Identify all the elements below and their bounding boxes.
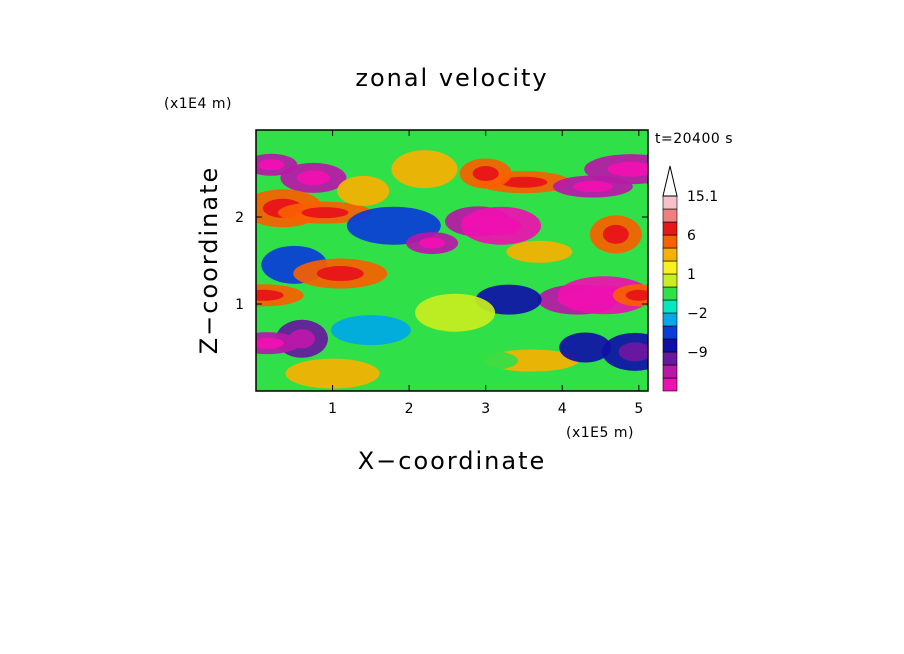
x-tick-label: 4 <box>558 401 567 417</box>
colorbar-segment <box>662 325 678 340</box>
plot-frame <box>255 129 649 392</box>
field-blob-core <box>602 224 629 244</box>
x-axis-unit: (x1E5 m) <box>566 425 634 441</box>
colorbar-segment <box>662 221 678 236</box>
x-tick-label: 5 <box>634 401 643 417</box>
colorbar: 15.1 6 1 −2 −9 <box>662 165 718 392</box>
colorbar-label: −9 <box>687 345 708 361</box>
y-tick-label: 1 <box>235 297 244 313</box>
colorbar-segment <box>662 299 678 314</box>
x-tick-label: 2 <box>405 401 414 417</box>
field-blob-core <box>472 166 499 181</box>
field-blob-core <box>607 161 648 177</box>
field-blob-core <box>316 266 364 282</box>
field-blob <box>438 349 519 372</box>
x-tick-label: 1 <box>328 401 337 417</box>
y-axis-unit: (x1E4 m) <box>164 96 232 112</box>
field-blob <box>415 293 496 332</box>
field-blob-core <box>301 207 349 219</box>
field-blob-core <box>258 159 285 171</box>
field-blob-core <box>625 289 648 301</box>
colorbar-label: 15.1 <box>687 189 718 205</box>
field-blob-core <box>618 342 648 362</box>
y-tick-label: 2 <box>235 210 244 226</box>
colorbar-segment <box>662 377 678 392</box>
colorbar-segment <box>662 312 678 327</box>
colorbar-segment <box>662 208 678 223</box>
colorbar-segment <box>662 247 678 262</box>
field-blob-core <box>296 170 330 186</box>
y-axis: 12 <box>235 210 648 313</box>
time-label: t=20400 s <box>655 131 733 147</box>
field-blob <box>506 240 573 263</box>
field-blob <box>285 358 380 389</box>
field-blob-core <box>572 181 613 193</box>
plot-area <box>256 130 648 391</box>
field-blob <box>559 332 612 363</box>
x-axis-label: X−coordinate <box>358 447 547 475</box>
field-blob-core <box>500 176 548 188</box>
colorbar-label: 6 <box>687 228 696 244</box>
field-blob-core <box>256 289 284 301</box>
colorbar-segment <box>662 338 678 353</box>
y-axis-label: Z−coordinate <box>195 166 223 355</box>
colorbar-label: 1 <box>687 267 696 283</box>
colorbar-segment <box>662 234 678 249</box>
colorbar-segment <box>662 260 678 275</box>
colorbar-segment <box>662 351 678 366</box>
field-blob-core <box>256 337 284 349</box>
colorbar-label: −2 <box>687 306 708 322</box>
colorbar-segment <box>662 273 678 288</box>
chart-title: zonal velocity <box>355 64 548 92</box>
field-blob-core <box>481 216 521 236</box>
field-blob <box>330 315 411 346</box>
colorbar-segment <box>662 364 678 379</box>
field-blob-core <box>419 237 446 249</box>
field-blob <box>391 150 458 189</box>
x-axis: 1 2 3 4 5 <box>328 130 643 417</box>
colorbar-extend-arrow <box>662 165 678 197</box>
x-tick-label: 3 <box>481 401 490 417</box>
colorbar-segment <box>662 195 678 210</box>
field-blob <box>337 175 390 206</box>
colorbar-segment <box>662 286 678 301</box>
